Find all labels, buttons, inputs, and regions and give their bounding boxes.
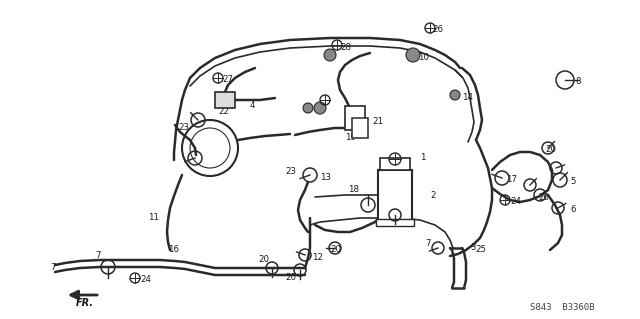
Circle shape bbox=[406, 48, 420, 62]
Text: 5: 5 bbox=[570, 177, 575, 187]
Circle shape bbox=[450, 90, 460, 100]
Bar bbox=[352, 118, 368, 138]
Text: 13: 13 bbox=[320, 174, 331, 182]
Circle shape bbox=[303, 103, 313, 113]
Text: 20: 20 bbox=[538, 192, 549, 202]
Text: 23: 23 bbox=[285, 167, 296, 176]
Text: 2: 2 bbox=[430, 190, 435, 199]
Text: 7: 7 bbox=[425, 239, 431, 248]
Text: 27: 27 bbox=[222, 76, 233, 85]
Text: 20: 20 bbox=[258, 256, 269, 264]
Text: 1: 1 bbox=[420, 153, 426, 162]
Text: 11: 11 bbox=[148, 213, 159, 222]
Text: 24: 24 bbox=[140, 276, 151, 285]
Text: 15: 15 bbox=[315, 106, 326, 115]
Text: 16: 16 bbox=[168, 246, 179, 255]
Text: 12: 12 bbox=[312, 253, 323, 262]
Text: 9: 9 bbox=[380, 204, 385, 212]
Text: 14: 14 bbox=[462, 93, 473, 101]
Bar bbox=[345, 106, 365, 130]
Circle shape bbox=[324, 49, 336, 61]
Text: 24: 24 bbox=[510, 197, 521, 206]
Text: FR.: FR. bbox=[76, 298, 94, 308]
Text: 25: 25 bbox=[475, 246, 486, 255]
Text: 19: 19 bbox=[345, 133, 356, 143]
Text: 18: 18 bbox=[348, 186, 359, 195]
Text: 20: 20 bbox=[285, 273, 296, 283]
Text: 7: 7 bbox=[50, 263, 56, 272]
Bar bbox=[215, 92, 235, 108]
Text: 26: 26 bbox=[432, 26, 443, 34]
Text: 8: 8 bbox=[575, 78, 580, 86]
FancyArrowPatch shape bbox=[71, 291, 97, 299]
Bar bbox=[376, 219, 414, 226]
Text: 7: 7 bbox=[95, 250, 100, 259]
Text: 6: 6 bbox=[570, 205, 575, 214]
Text: 17: 17 bbox=[506, 175, 517, 184]
Text: 21: 21 bbox=[372, 117, 383, 127]
Text: 20: 20 bbox=[545, 145, 556, 154]
Text: S843  B3360B: S843 B3360B bbox=[530, 303, 595, 313]
Bar bbox=[380, 158, 410, 170]
Text: 23: 23 bbox=[178, 123, 189, 132]
Text: 4: 4 bbox=[250, 100, 255, 109]
Text: 28: 28 bbox=[340, 42, 351, 51]
Circle shape bbox=[314, 102, 326, 114]
Text: 3: 3 bbox=[470, 243, 476, 253]
Text: 20: 20 bbox=[330, 246, 341, 255]
Bar bbox=[378, 170, 412, 220]
Text: 10: 10 bbox=[418, 54, 429, 63]
Text: 22: 22 bbox=[218, 108, 229, 116]
